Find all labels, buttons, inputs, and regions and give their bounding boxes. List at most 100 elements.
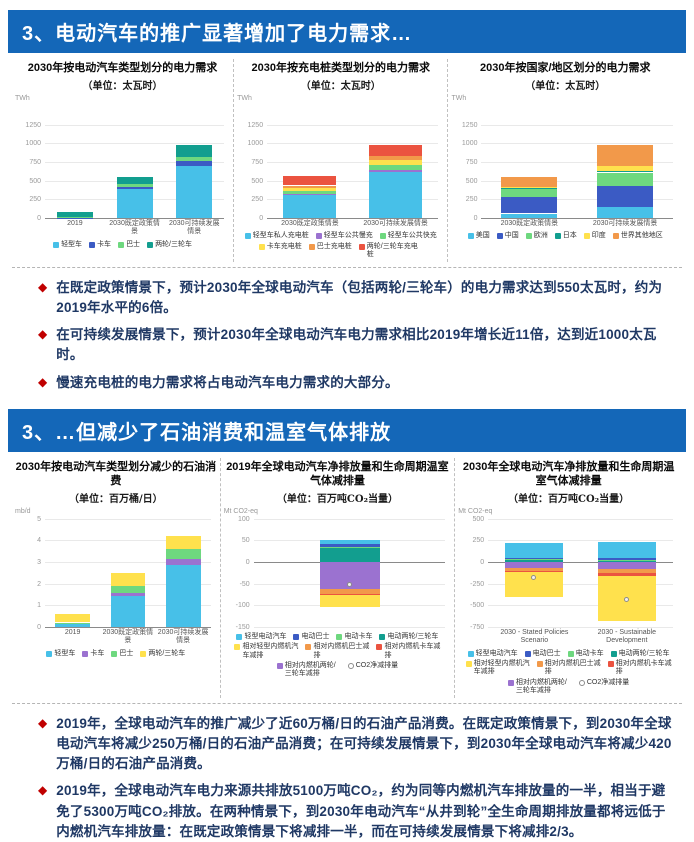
legend-label: 印度 xyxy=(591,232,606,240)
chart-unit-subtitle: （单位：百万吨CO₂当量） xyxy=(508,493,630,505)
bar-segment xyxy=(319,594,380,607)
legend-swatch-icon xyxy=(315,233,322,240)
legend-label: 轻型电动汽车 xyxy=(244,632,287,640)
legend-label: 相对轻型内燃机汽车减排 xyxy=(242,643,299,659)
chart-title: 2030年按充电桩类型划分的电力需求 xyxy=(251,62,431,74)
y-tick-label: -500 xyxy=(470,602,485,610)
bar-segment xyxy=(176,144,213,157)
legend-label: 中国 xyxy=(504,232,519,240)
bar-segment xyxy=(116,187,153,190)
chart-unit-subtitle: （单位：百万桶/日） xyxy=(69,493,163,505)
plot-area: Mt CO2-eq 100 50 0 -50 -100 -150 xyxy=(224,508,446,631)
bar-segment xyxy=(56,217,93,219)
legend-swatch-icon xyxy=(46,650,53,657)
legend-swatch-icon xyxy=(612,233,619,240)
legend-label: 相对内燃机两轮/三轮车减排 xyxy=(515,678,567,695)
bar-segment xyxy=(283,193,337,195)
bar-segment xyxy=(319,543,380,547)
legend-item: 轻型车公共快充 xyxy=(379,232,437,240)
legend-label: 相对内燃机卡车减排 xyxy=(615,659,672,676)
bar-segment xyxy=(283,187,337,191)
legend-swatch-icon xyxy=(465,660,472,667)
gridline xyxy=(267,180,439,182)
gridline xyxy=(45,218,225,219)
y-tick-label: 500 xyxy=(465,177,478,185)
chart-power-demand-by-ev-type: 2030年按电动汽车类型划分的电力需求 （单位：太瓦时） TWh 0 250 500… xyxy=(12,59,233,262)
legend-label: 相对轻型内燃机汽车减排 xyxy=(473,659,530,676)
legend-swatch-icon xyxy=(379,633,386,640)
chart-title: 2030年按电动汽车类型划分的电力需求 xyxy=(27,62,218,74)
bar-segment xyxy=(501,186,558,189)
legend-item: 相对内燃机卡车减排 xyxy=(376,643,440,660)
gridline xyxy=(488,562,673,563)
bar-segment xyxy=(176,161,213,166)
plot-area: TWh 0 250 500 750 1000 1250 xyxy=(237,95,439,222)
gridline xyxy=(481,218,673,219)
legend-swatch-icon xyxy=(567,650,574,657)
legend-label: 相对内燃机巴士减排 xyxy=(544,659,601,676)
legend-item: 欧洲 xyxy=(525,232,548,240)
bar-segment xyxy=(501,176,558,187)
legend-item: 两轮/三轮车充电桩 xyxy=(358,243,423,260)
legend-swatch-icon xyxy=(507,679,514,686)
legend-label: 轻型车 xyxy=(61,240,83,248)
legend-item: 日本 xyxy=(554,232,577,240)
legend-label: 卡车 xyxy=(97,240,112,248)
chart-legend: 轻型电动汽车 电动巴士 电动卡车 电动两轮/三轮车 相对轻型内燃机汽车减排 相对内燃机巴士… xyxy=(460,650,677,696)
bar-segment xyxy=(116,183,153,188)
x-axis-category-label: 2030既定政策情景 xyxy=(109,220,160,236)
legend-label: 两轮/三轮车 xyxy=(155,240,193,248)
bar-segment xyxy=(283,185,337,188)
x-axis-labels: 2030 - Stated Policies Scenario 2030 - Su… xyxy=(488,629,673,646)
bar-segment xyxy=(56,212,93,218)
legend-swatch-icon xyxy=(379,233,386,240)
x-axis-category-label: 2030可持续发展情景 xyxy=(363,220,428,227)
x-axis-category-label: 2019 xyxy=(64,628,81,636)
gridline xyxy=(45,562,211,563)
bullet-item: ◆ 慢速充电桩的电力需求将占电动汽车电力需求的大部分。 xyxy=(38,373,672,393)
y-tick-label: 50 xyxy=(241,537,250,545)
legend-item: 美国 xyxy=(467,232,490,240)
x-axis-category-label: 2030既定政策情景 xyxy=(500,220,559,227)
gridline xyxy=(267,199,439,201)
gridline xyxy=(481,162,673,163)
legend-item: 轻型车公共慢充 xyxy=(315,232,373,240)
x-axis-labels: 2019 2030既定政策情景 2030可持续发展情景 xyxy=(45,220,224,237)
bar-segment xyxy=(55,623,90,625)
gridline xyxy=(488,626,673,628)
bar-segment xyxy=(319,547,380,562)
y-tick-label: 250 xyxy=(29,196,41,204)
legend-item: 轻型电动汽车 xyxy=(467,650,518,658)
plot-area: TWh 0 250 500 750 1000 1250 xyxy=(451,95,673,222)
legend-item: 轻型电动汽车 xyxy=(236,633,286,641)
bullet-text: 2019年，全球电动汽车的推广减少了近60万桶/日的石油产品消费。在既定政策情景… xyxy=(56,715,672,772)
legend-label: 相对内燃机巴士减排 xyxy=(313,643,370,659)
diamond-bullet-icon: ◆ xyxy=(38,279,48,294)
chart-power-demand-by-region: 2030年按国家/地区划分的电力需求 （单位：太瓦时） TWh 0 250 500 7… xyxy=(447,59,682,262)
bullet-item: ◆ 2019年，全球电动汽车电力来源共排放5100万吨CO₂，约为同等内燃机汽车排… xyxy=(38,781,672,842)
y-tick-label: 500 xyxy=(29,177,41,185)
legend-item: 电动巴士 xyxy=(293,633,329,641)
bar-segment xyxy=(110,593,146,596)
legend-item: 卡车 xyxy=(82,650,104,658)
y-tick-label: 3 xyxy=(37,559,41,566)
legend-item: 相对内燃机巴士减排 xyxy=(305,643,369,660)
y-tick-label: 0 xyxy=(259,215,264,222)
y-tick-label: 0 xyxy=(245,559,250,566)
bar-segment xyxy=(597,541,656,559)
legend-item: 相对轻型内燃机汽车减排 xyxy=(465,659,530,677)
legend-swatch-icon xyxy=(236,633,243,640)
x-axis-labels: 2030既定政策情景 2030可持续发展情景 xyxy=(267,220,438,228)
legend-swatch-icon xyxy=(147,241,154,248)
gridline xyxy=(45,626,211,628)
gridline xyxy=(488,540,673,542)
bar-segment xyxy=(597,185,654,207)
y-tick-label: 750 xyxy=(251,159,264,166)
legend-swatch-icon xyxy=(234,644,241,651)
diamond-bullet-icon: ◆ xyxy=(38,374,48,389)
bar-segment xyxy=(501,197,558,214)
legend-label: 两轮/三轮车 xyxy=(148,649,186,657)
x-axis-category-label: 2030既定政策情景 xyxy=(102,628,154,645)
chart-power-demand-by-charger-type: 2030年按充电桩类型划分的电力需求 （单位：太瓦时） TWh 0 250 500 7… xyxy=(233,59,447,262)
diamond-bullet-icon: ◆ xyxy=(38,715,48,730)
